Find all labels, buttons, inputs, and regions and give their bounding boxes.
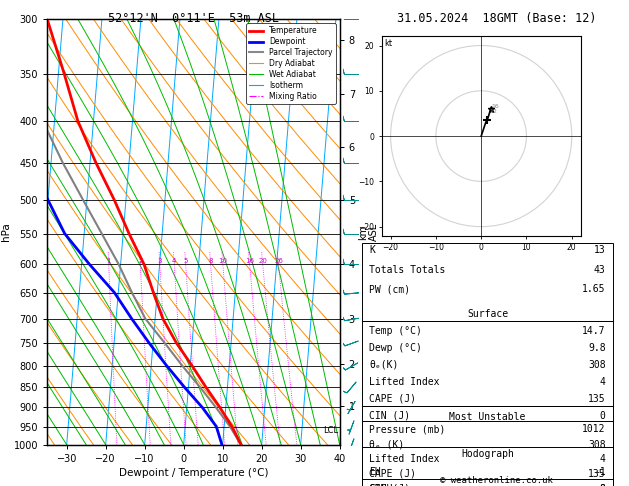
Text: 1: 1: [106, 258, 111, 264]
Text: 308: 308: [588, 360, 606, 370]
Text: 135: 135: [588, 394, 606, 404]
Text: 4: 4: [600, 454, 606, 465]
Text: 14.7: 14.7: [582, 326, 606, 336]
Text: Temp (°C): Temp (°C): [369, 326, 422, 336]
Text: 26: 26: [274, 258, 283, 264]
Text: SREH: SREH: [369, 484, 392, 486]
Text: 8: 8: [208, 258, 213, 264]
Text: 10: 10: [218, 258, 227, 264]
Text: 5: 5: [184, 258, 188, 264]
X-axis label: Dewpoint / Temperature (°C): Dewpoint / Temperature (°C): [119, 468, 268, 478]
Text: CIN (J): CIN (J): [369, 411, 410, 421]
Text: Hodograph: Hodograph: [461, 449, 514, 459]
Text: LCL: LCL: [323, 426, 338, 435]
Text: Pressure (mb): Pressure (mb): [369, 424, 445, 434]
Text: 16: 16: [492, 104, 499, 109]
Text: CIN (J): CIN (J): [369, 484, 410, 486]
Text: 135: 135: [588, 469, 606, 479]
Text: Surface: Surface: [467, 309, 508, 319]
Text: θₑ(K): θₑ(K): [369, 360, 399, 370]
Y-axis label: km
ASL: km ASL: [358, 223, 379, 241]
Text: PW (cm): PW (cm): [369, 284, 410, 295]
Text: 13: 13: [594, 245, 606, 256]
Legend: Temperature, Dewpoint, Parcel Trajectory, Dry Adiabat, Wet Adiabat, Isotherm, Mi: Temperature, Dewpoint, Parcel Trajectory…: [247, 23, 336, 104]
Text: 8: 8: [600, 484, 606, 486]
Text: 1012: 1012: [582, 424, 606, 434]
Text: CAPE (J): CAPE (J): [369, 394, 416, 404]
Text: 16: 16: [245, 258, 254, 264]
Text: 3: 3: [158, 258, 162, 264]
Text: 308: 308: [588, 440, 606, 450]
Text: θₑ (K): θₑ (K): [369, 440, 404, 450]
Text: CAPE (J): CAPE (J): [369, 469, 416, 479]
Text: -1: -1: [594, 467, 606, 477]
Text: Lifted Index: Lifted Index: [369, 454, 440, 465]
Text: 1.65: 1.65: [582, 284, 606, 295]
Bar: [362, 243, 613, 321]
Text: 20: 20: [259, 258, 267, 264]
Text: 9.8: 9.8: [588, 343, 606, 353]
Text: Totals Totals: Totals Totals: [369, 265, 445, 275]
Text: Dewp (°C): Dewp (°C): [369, 343, 422, 353]
Text: 2: 2: [138, 258, 143, 264]
Text: Most Unstable: Most Unstable: [449, 412, 526, 422]
Text: EH: EH: [369, 467, 381, 477]
Y-axis label: hPa: hPa: [1, 223, 11, 242]
Text: 12: 12: [489, 109, 497, 114]
Text: 52°12'N  0°11'E  53m ASL: 52°12'N 0°11'E 53m ASL: [108, 12, 279, 25]
Text: kt: kt: [384, 39, 392, 48]
Text: 31.05.2024  18GMT (Base: 12): 31.05.2024 18GMT (Base: 12): [397, 12, 597, 25]
Bar: [362, 321, 613, 406]
Bar: [362, 406, 613, 479]
Text: 43: 43: [594, 265, 606, 275]
Text: © weatheronline.co.uk: © weatheronline.co.uk: [440, 476, 554, 485]
Text: 0: 0: [600, 411, 606, 421]
Text: 0: 0: [600, 484, 606, 486]
Text: 4: 4: [600, 377, 606, 387]
Text: K: K: [369, 245, 375, 256]
Text: Lifted Index: Lifted Index: [369, 377, 440, 387]
Text: 4: 4: [172, 258, 176, 264]
